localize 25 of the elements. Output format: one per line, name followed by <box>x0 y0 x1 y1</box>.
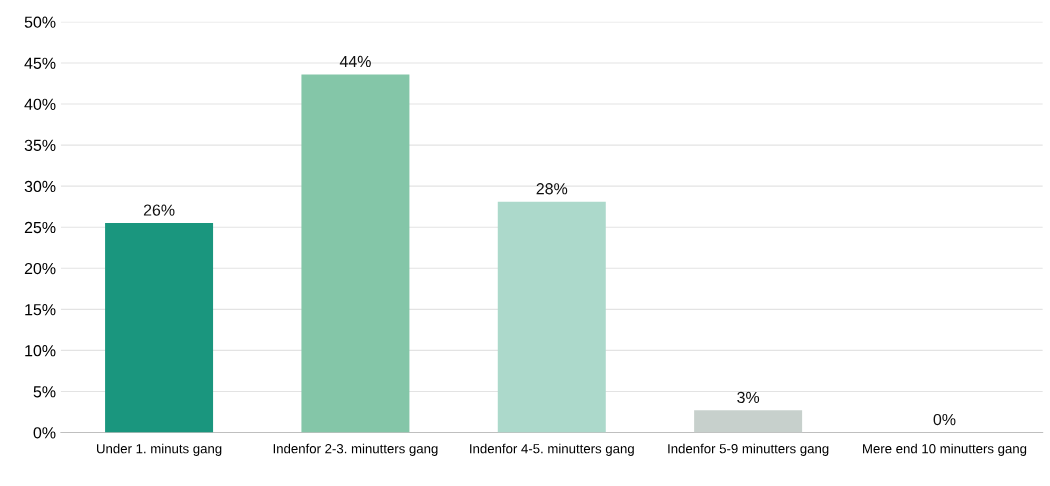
y-tick-label: 15% <box>25 304 56 316</box>
y-tick-label: 10% <box>25 345 56 357</box>
bar <box>105 223 214 433</box>
y-tick-label: 45% <box>24 57 56 69</box>
y-tick-label: 20% <box>24 262 56 275</box>
y-tick-label: 40% <box>24 98 56 110</box>
data-label: 0% <box>933 413 956 426</box>
y-tick-label: 25% <box>24 221 56 234</box>
x-tick-label: Indenfor 5-9 minutters gang <box>668 443 829 456</box>
data-label: 28% <box>536 183 568 195</box>
data-label: 3% <box>737 391 760 404</box>
y-tick-label: 50% <box>24 16 56 28</box>
x-tick-label: Indenfor 2-3. minutters gang <box>273 443 438 456</box>
bar <box>301 74 410 433</box>
x-tick-label: Indenfor 4-5. minutters gang <box>470 443 634 456</box>
bar <box>694 410 803 433</box>
y-tick-label: 5% <box>33 386 56 398</box>
y-tick-label: 0% <box>33 427 56 439</box>
data-label: 44% <box>339 55 371 68</box>
x-tick-label: Under 1. minuts gang <box>97 443 222 456</box>
bar <box>497 201 606 433</box>
x-tick-label: Mere end 10 minutters gang <box>863 443 1027 456</box>
data-label: 26% <box>143 204 175 216</box>
y-tick-label: 30% <box>24 180 56 193</box>
y-tick-label: 35% <box>24 139 56 152</box>
